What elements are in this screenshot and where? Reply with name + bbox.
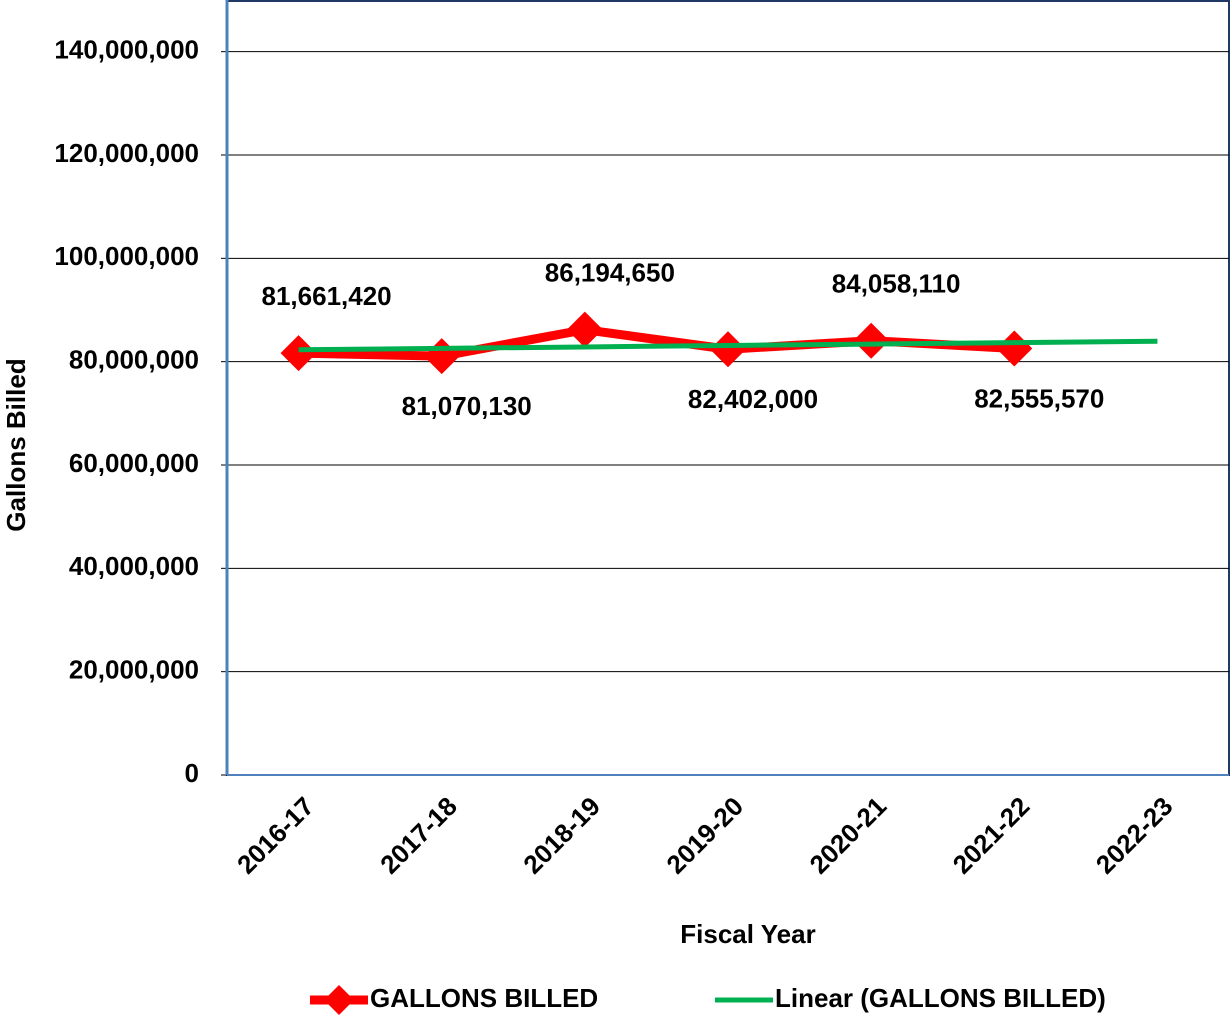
legend-label: GALLONS BILLED xyxy=(370,983,598,1013)
data-label: 86,194,650 xyxy=(545,258,675,288)
x-tick-label: 2017-18 xyxy=(374,791,463,880)
x-tick-label: 2018-19 xyxy=(517,791,606,880)
legend-label: Linear (GALLONS BILLED) xyxy=(775,983,1106,1013)
y-tick-label: 60,000,000 xyxy=(69,448,199,478)
y-tick-label: 120,000,000 xyxy=(54,138,199,168)
x-tick-label: 2020-21 xyxy=(804,791,893,880)
x-tick-label: 2022-23 xyxy=(1090,791,1179,880)
y-tick-label: 20,000,000 xyxy=(69,655,199,685)
marker xyxy=(710,331,746,368)
legend-marker xyxy=(324,985,354,1015)
y-tick-label: 40,000,000 xyxy=(69,551,199,581)
data-label: 81,661,420 xyxy=(262,281,392,311)
x-tick-label: 2019-20 xyxy=(660,791,749,880)
marker xyxy=(853,322,890,359)
y-tick-label: 100,000,000 xyxy=(54,241,199,271)
series-line xyxy=(298,338,1158,353)
data-label: 82,555,570 xyxy=(974,383,1104,413)
marker xyxy=(423,338,460,375)
data-label: 82,402,000 xyxy=(688,384,818,414)
marker xyxy=(280,335,317,372)
y-tick-label: 80,000,000 xyxy=(69,345,199,375)
y-tick-label: 140,000,000 xyxy=(54,35,199,65)
marker xyxy=(566,311,603,348)
data-label: 81,070,130 xyxy=(402,391,532,421)
x-tick-label: 2016-17 xyxy=(231,791,320,880)
data-label: 84,058,110 xyxy=(832,269,961,299)
y-axis-title: Gallons Billed xyxy=(1,358,31,531)
y-tick-label: 0 xyxy=(185,758,199,788)
marker xyxy=(996,330,1033,367)
x-tick-label: 2021-22 xyxy=(947,791,1036,880)
x-axis-title: Fiscal Year xyxy=(680,919,815,949)
